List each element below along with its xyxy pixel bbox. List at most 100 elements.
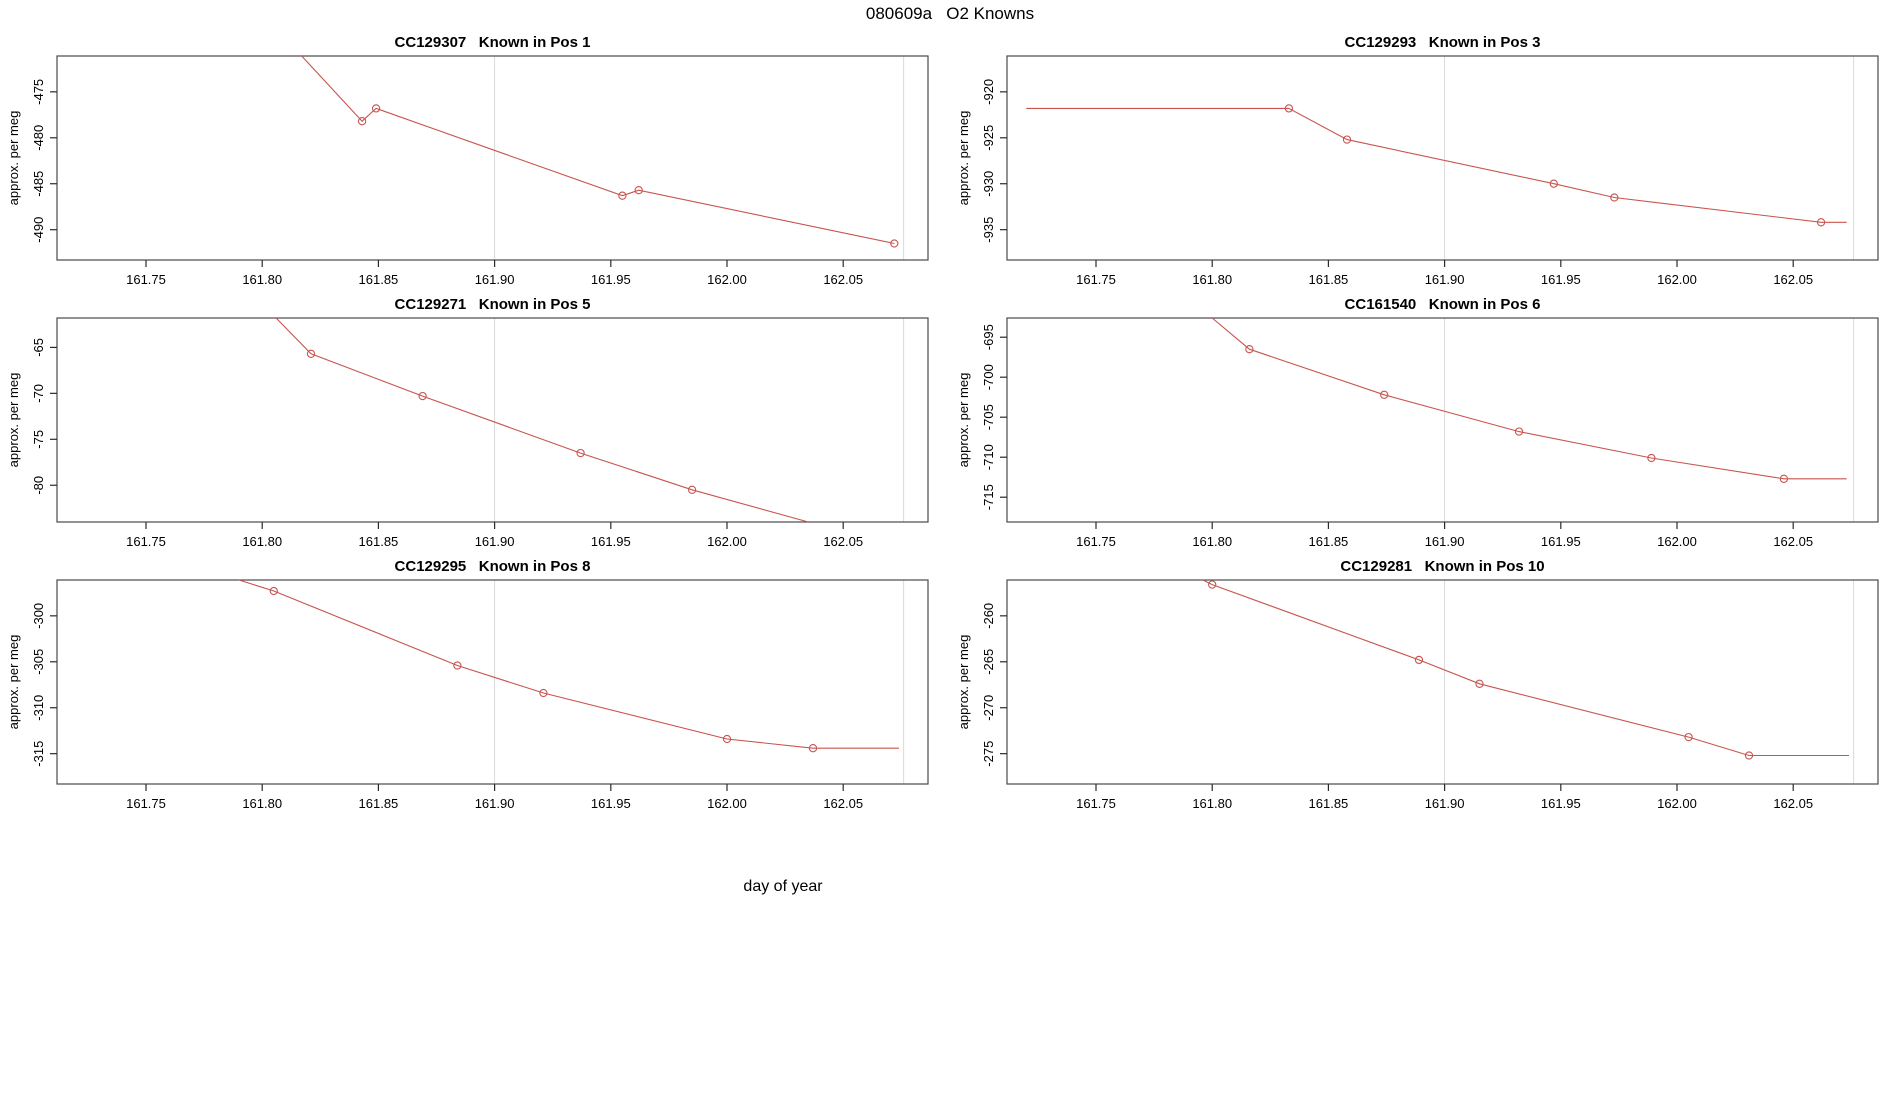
data-point [1610, 193, 1619, 202]
data-point [371, 104, 381, 113]
x-tick-label: 161.95 [1541, 534, 1581, 549]
y-tick-label: -75 [31, 430, 46, 449]
panel-title: CC129307 Known in Pos 1 [395, 34, 591, 51]
data-point [539, 688, 548, 698]
chart-svg: CC129293 Known in Pos 3 161.75 161.80 161.8… [956, 34, 1879, 287]
x-tick-label: 161.85 [359, 796, 399, 811]
y-tick-label: -80 [31, 476, 46, 495]
data-point [1245, 345, 1254, 354]
x-tick-label: 161.90 [1425, 796, 1465, 811]
panel-title: CC129295 Known in Pos 8 [395, 558, 591, 575]
plot-border [56, 55, 929, 261]
data-line [1211, 317, 1847, 480]
x-tick-label: 161.85 [1309, 272, 1349, 287]
chart-panel-cc129281: CC129281 Known in Pos 10 161.75 161.80 161.… [950, 552, 1900, 814]
data-point [1684, 732, 1693, 742]
data-point [1284, 104, 1294, 113]
y-tick-label: -305 [31, 649, 46, 675]
y-tick-label: -65 [31, 338, 46, 357]
x-tick-label: 161.80 [1192, 534, 1232, 549]
x-tick-label: 161.95 [1541, 272, 1581, 287]
plot-border [56, 317, 929, 523]
plot-border [1006, 317, 1879, 523]
panel-title: CC129293 Known in Pos 3 [1345, 34, 1541, 51]
x-tick-label: 161.80 [242, 272, 282, 287]
y-tick-label: -300 [31, 603, 46, 629]
chart-panel-cc161540: CC161540 Known in Pos 6 161.75 161.80 161.8… [950, 290, 1900, 552]
plot-border [56, 579, 929, 785]
x-tick-label: 162.05 [823, 272, 863, 287]
data-point [1779, 474, 1789, 483]
data-point [306, 349, 316, 358]
data-line [301, 55, 895, 245]
chart-panel-cc129295: CC129295 Known in Pos 8 161.75 161.80 161.8… [0, 552, 950, 814]
x-tick-label: 161.95 [591, 272, 631, 287]
x-tick-label: 162.05 [823, 534, 863, 549]
x-tick-label: 162.05 [1773, 796, 1813, 811]
x-tick-label: 161.75 [1076, 272, 1116, 287]
x-tick-label: 161.80 [1192, 796, 1232, 811]
x-tick-label: 161.90 [475, 534, 515, 549]
data-point [618, 191, 627, 200]
y-axis-label: approx. per meg [6, 373, 21, 468]
y-tick-label: -480 [31, 125, 46, 151]
y-tick-label: -935 [981, 217, 996, 243]
x-tick-label: 161.95 [591, 534, 631, 549]
y-axis-label: approx. per meg [956, 111, 971, 206]
y-tick-label: -925 [981, 125, 996, 151]
x-tick-label: 162.05 [1773, 272, 1813, 287]
x-tick-label: 162.00 [1657, 796, 1697, 811]
y-axis-label: approx. per meg [6, 111, 21, 206]
data-point [722, 734, 732, 744]
data-line [1026, 107, 1847, 223]
x-tick-label: 161.85 [359, 272, 399, 287]
data-point [357, 117, 367, 126]
y-tick-label: -715 [981, 484, 996, 510]
y-tick-label: -275 [981, 741, 996, 767]
x-tick-label: 161.95 [591, 796, 631, 811]
chart-svg: CC129271 Known in Pos 5 161.75 161.80 161.8… [6, 296, 929, 549]
x-tick-label: 161.75 [126, 534, 166, 549]
charts-grid: CC129307 Known in Pos 1 161.75 161.80 161.8… [0, 28, 1900, 814]
data-point [634, 186, 643, 195]
x-tick-label: 161.95 [1541, 796, 1581, 811]
x-tick-label: 162.00 [1657, 272, 1697, 287]
y-axis-label: approx. per meg [956, 635, 971, 730]
y-tick-label: -265 [981, 649, 996, 675]
y-tick-label: -695 [981, 324, 996, 350]
x-axis-label: day of year [743, 878, 823, 895]
data-point [1414, 655, 1424, 665]
x-tick-label: 161.75 [126, 272, 166, 287]
data-point [453, 661, 462, 670]
y-axis-label: approx. per meg [6, 635, 21, 730]
data-point [890, 239, 899, 248]
data-point [687, 485, 697, 494]
data-point [1208, 580, 1217, 589]
y-tick-label: -315 [31, 741, 46, 767]
data-point [1647, 453, 1656, 463]
x-tick-label: 161.85 [359, 534, 399, 549]
data-point [418, 391, 427, 401]
x-tick-label: 161.90 [1425, 272, 1465, 287]
data-point [808, 744, 818, 753]
y-tick-label: -475 [31, 79, 46, 105]
data-point [1744, 751, 1754, 760]
chart-panel-cc129293: CC129293 Known in Pos 3 161.75 161.80 161.8… [950, 28, 1900, 290]
y-axis-label: approx. per meg [956, 373, 971, 468]
x-tick-label: 162.00 [707, 272, 747, 287]
data-line [238, 579, 899, 749]
x-tick-label: 162.05 [823, 796, 863, 811]
data-point [1514, 427, 1524, 436]
x-tick-label: 161.90 [475, 796, 515, 811]
x-tick-label: 161.80 [242, 796, 282, 811]
chart-svg: CC129281 Known in Pos 10 161.75 161.80 161.… [956, 558, 1879, 811]
page-title: 080609a O2 Knowns [865, 4, 1035, 23]
chart-panel-cc129271: CC129271 Known in Pos 5 161.75 161.80 161.8… [0, 290, 950, 552]
x-tick-label: 161.75 [1076, 796, 1116, 811]
y-tick-label: -705 [981, 404, 996, 430]
y-tick-label: -270 [981, 695, 996, 721]
x-tick-label: 161.80 [242, 534, 282, 549]
x-tick-label: 161.75 [1076, 534, 1116, 549]
y-tick-label: -710 [981, 444, 996, 470]
